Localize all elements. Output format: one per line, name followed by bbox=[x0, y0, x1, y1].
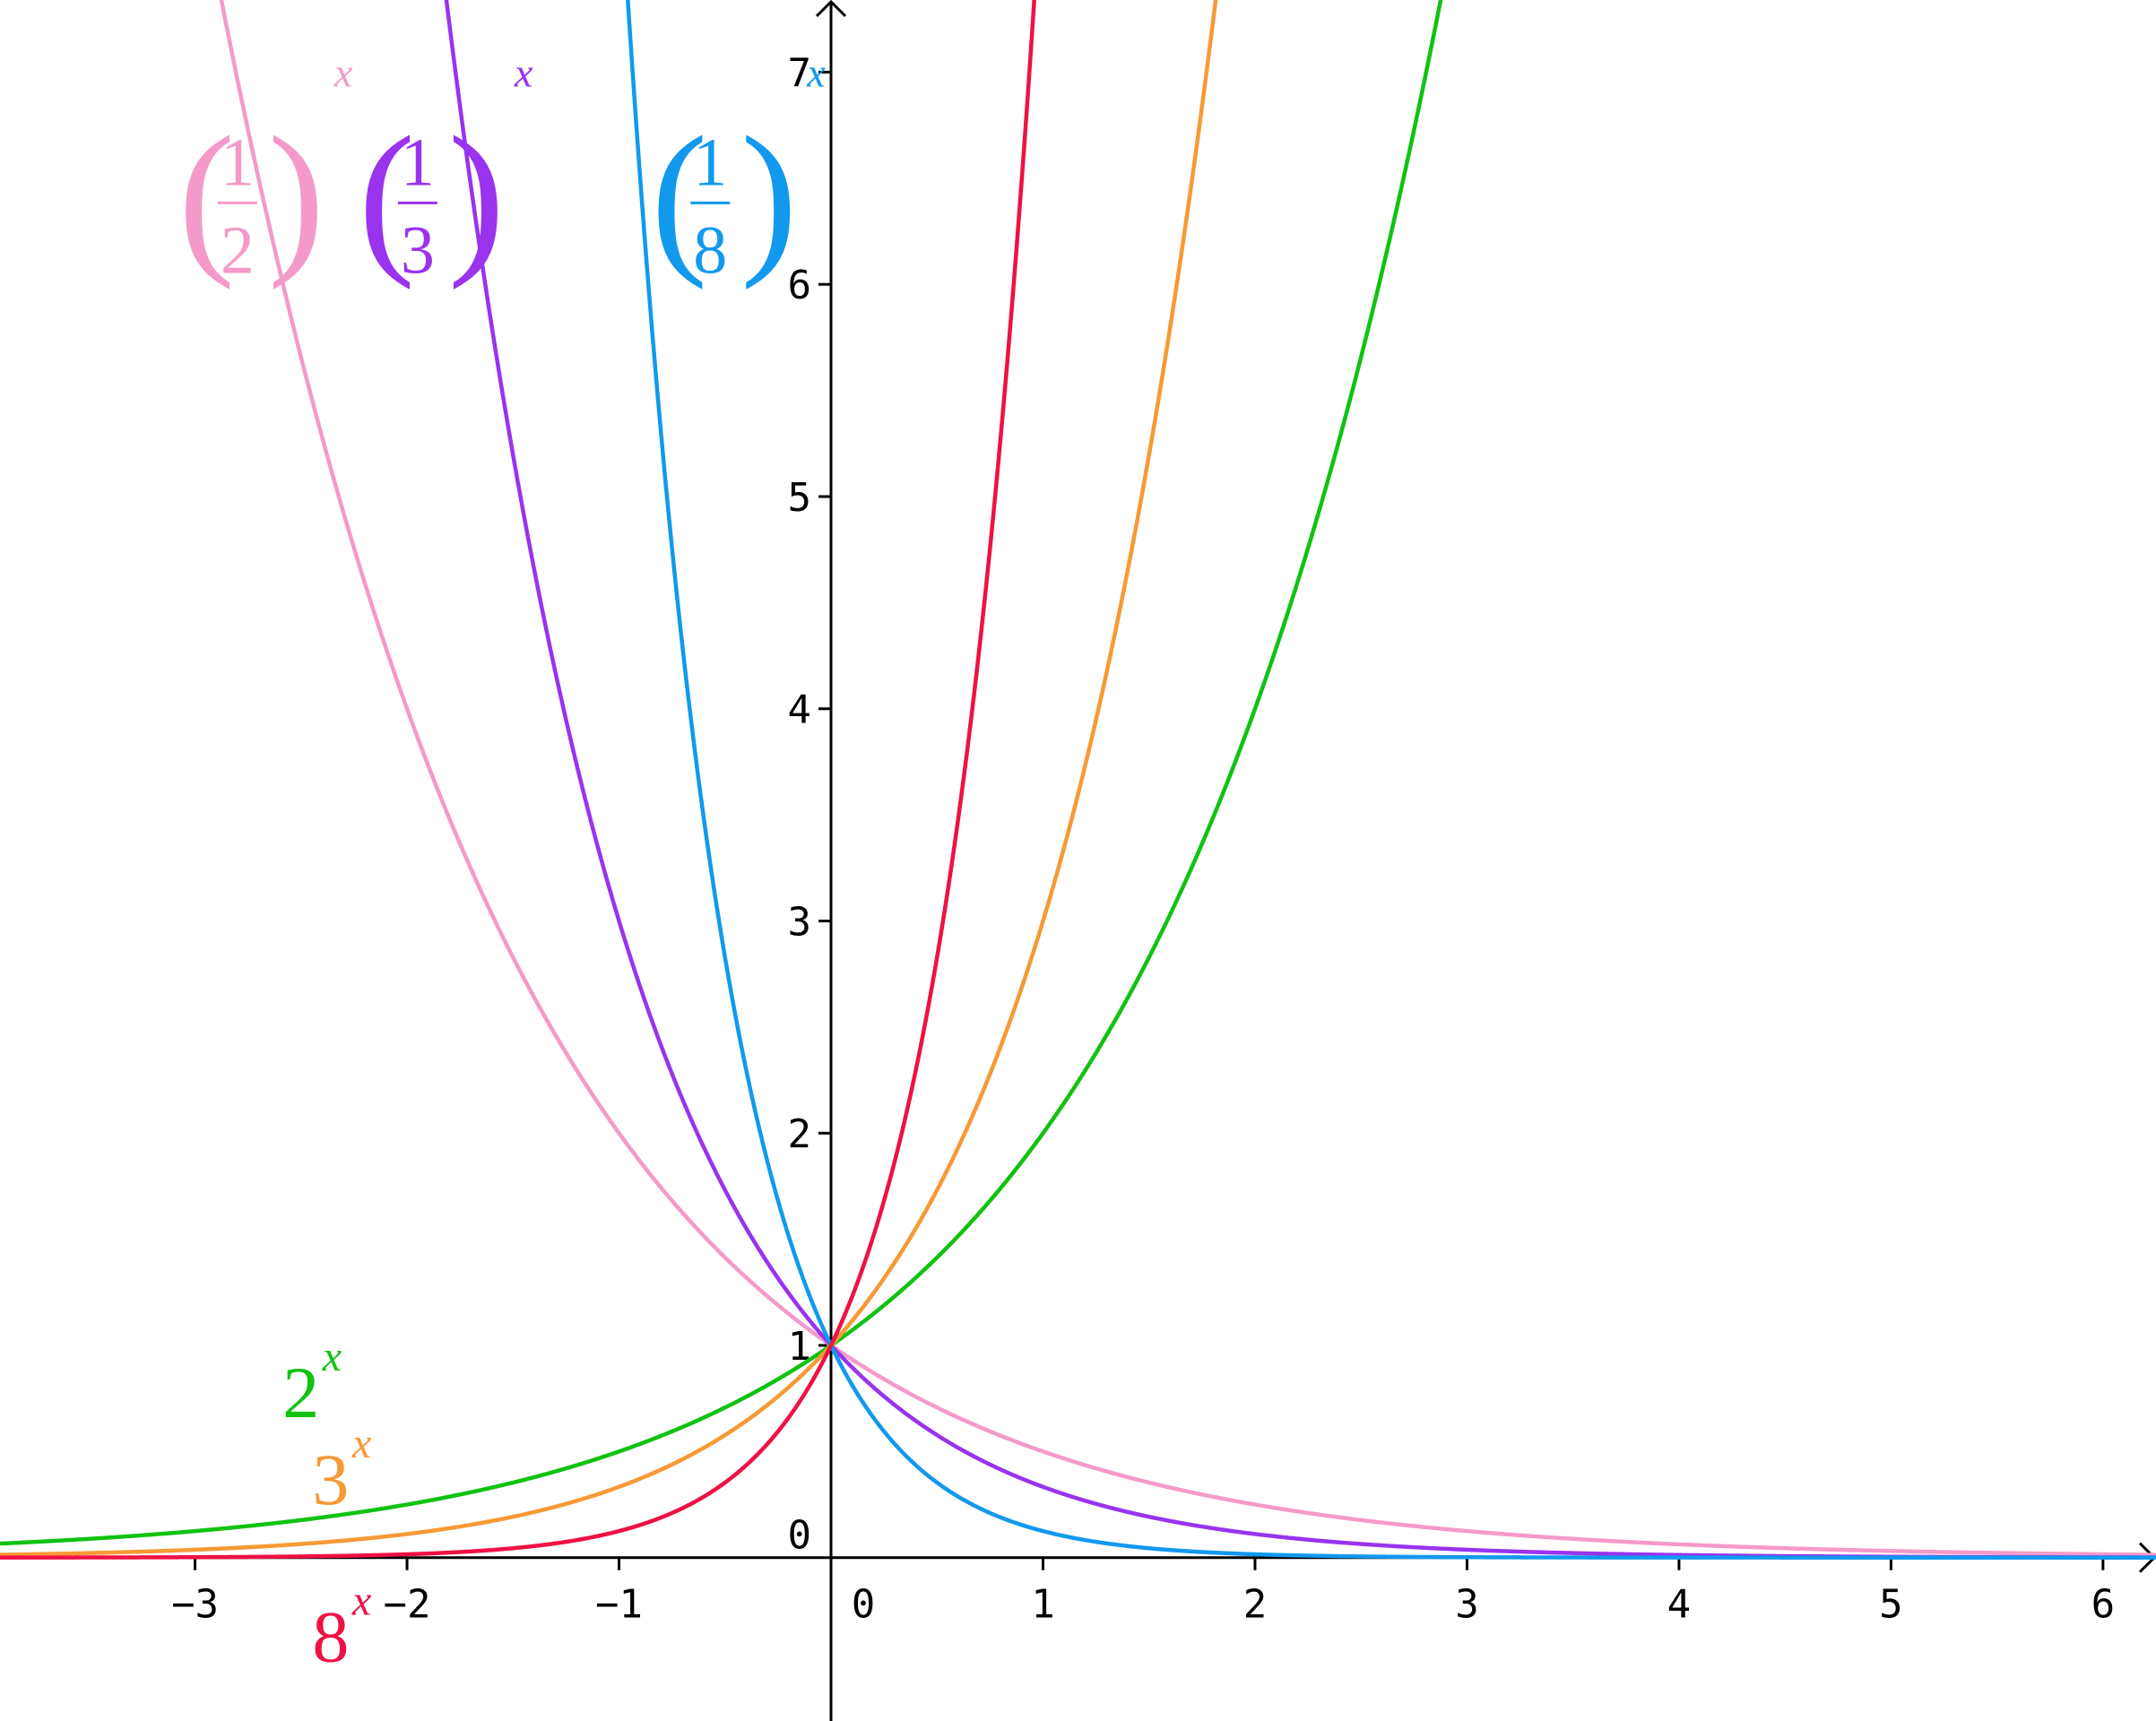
x-tick-label: 1 bbox=[1031, 1582, 1055, 1628]
label-paren-right: ) bbox=[448, 102, 505, 290]
x-tick-label: 5 bbox=[1879, 1582, 1903, 1628]
y-tick-label: 3 bbox=[788, 899, 812, 945]
label-paren-left: ( bbox=[178, 102, 235, 290]
label-paren-right: ) bbox=[740, 102, 797, 290]
label-exponent: x bbox=[333, 49, 353, 95]
x-tick-label: 3 bbox=[1455, 1582, 1479, 1628]
curve-half bbox=[219, 0, 2156, 1557]
label-base: 3 bbox=[312, 1439, 349, 1520]
label-numerator: 1 bbox=[221, 125, 255, 200]
curve-two bbox=[0, 0, 1443, 1546]
x-tick-label: −1 bbox=[595, 1582, 643, 1628]
x-tick-label: −2 bbox=[384, 1582, 431, 1628]
x-tick-label: 2 bbox=[1243, 1582, 1268, 1628]
label-third: ()1 3 x bbox=[359, 49, 533, 290]
label-exponent: x bbox=[351, 1577, 371, 1624]
label-denominator: 3 bbox=[401, 212, 435, 288]
label-exponent: x bbox=[514, 49, 533, 95]
curve-eighth bbox=[626, 0, 2156, 1560]
label-paren-left: ( bbox=[359, 102, 415, 290]
x-tick-label: −3 bbox=[171, 1582, 219, 1628]
curve-three bbox=[0, 0, 1218, 1557]
y-tick-label: 5 bbox=[788, 475, 812, 521]
y-tick-label: 0 bbox=[788, 1513, 812, 1559]
y-tick-label: 2 bbox=[788, 1111, 812, 1157]
label-paren-left: ( bbox=[651, 102, 707, 290]
label-exponent: x bbox=[806, 49, 826, 95]
label-exponent: x bbox=[322, 1333, 342, 1380]
label-exponent: x bbox=[351, 1420, 371, 1467]
curve-eight bbox=[0, 0, 1036, 1560]
y-tick-label: 7 bbox=[788, 50, 812, 96]
x-ticks: −3 −2 −1 0 1 2 3 4 5 6 bbox=[171, 1557, 2116, 1628]
x-tick-label: 0 bbox=[852, 1582, 876, 1628]
label-half: ()1 2 x bbox=[178, 49, 353, 290]
label-numerator: 1 bbox=[693, 125, 727, 200]
label-denominator: 2 bbox=[221, 212, 255, 288]
curves bbox=[0, 0, 2156, 1560]
label-denominator: 8 bbox=[693, 212, 727, 288]
y-tick-label: 6 bbox=[788, 263, 812, 308]
label-numerator: 1 bbox=[401, 125, 435, 200]
y-axis-arrow bbox=[815, 0, 847, 18]
label-base: 2 bbox=[282, 1352, 319, 1433]
y-tick-label: 4 bbox=[788, 688, 812, 733]
label-base: 8 bbox=[312, 1596, 349, 1677]
x-tick-label: 6 bbox=[2091, 1582, 2116, 1628]
label-eighth: ()1 8 x bbox=[651, 49, 826, 290]
label-paren-right: ) bbox=[268, 102, 325, 290]
x-tick-label: 4 bbox=[1667, 1582, 1692, 1628]
